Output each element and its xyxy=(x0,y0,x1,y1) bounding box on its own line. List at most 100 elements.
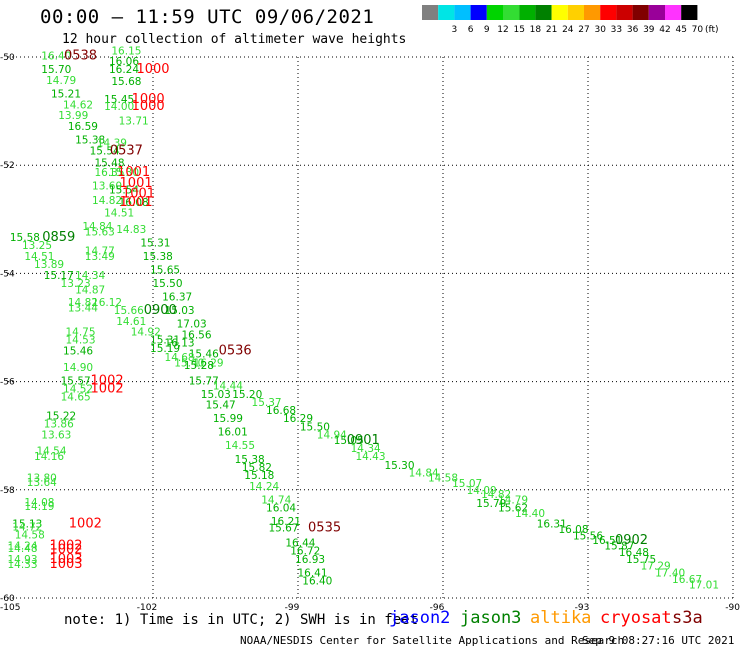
wave-height-label: 15.13 xyxy=(12,519,42,531)
pass-time-label: 1001 xyxy=(120,176,153,191)
pass-time-label: 1002 xyxy=(49,543,82,558)
wave-height-label: 13.89 xyxy=(34,259,64,271)
wave-height-label: 16.40 xyxy=(41,51,71,63)
legend-label: 9 xyxy=(484,25,490,35)
legend-label: 30 xyxy=(594,25,606,35)
wave-height-label: 14.82 xyxy=(92,195,122,207)
wave-height-label: 14.79 xyxy=(46,75,76,87)
pass-time-label: 1001 xyxy=(122,187,155,202)
legend-label: 24 xyxy=(562,25,574,35)
satellite-altika: altika xyxy=(530,608,592,628)
wave-height-label: 14.24 xyxy=(7,540,37,552)
wave-height-label: 15.56 xyxy=(573,531,603,543)
wave-height-label: 16.24 xyxy=(109,64,139,76)
footer-timestamp: Sep 9 08:27:16 UTC 2021 xyxy=(582,634,735,647)
pass-time-label: 1001 xyxy=(120,195,153,210)
pass-time-label: 1003 xyxy=(49,552,82,567)
pass-time-label: 0900 xyxy=(144,303,177,318)
wave-height-label: 14.94 xyxy=(317,429,347,441)
y-tick-label: -60 xyxy=(0,594,15,604)
legend-label: 39 xyxy=(643,25,655,35)
legend-label: 42 xyxy=(659,25,670,35)
wave-height-label: 15.47 xyxy=(206,400,236,412)
wave-height-label: 16.29 xyxy=(283,413,313,425)
wave-height-label: 15.46 xyxy=(189,348,219,360)
wave-height-label: 13.71 xyxy=(119,116,149,128)
wave-height-label: 15.82 xyxy=(242,462,272,474)
pass-time-label: 0535 xyxy=(308,520,341,535)
legend-swatch xyxy=(632,5,649,20)
wave-height-label: 14.40 xyxy=(515,508,545,520)
wave-height-label: 14.79 xyxy=(498,494,528,506)
wave-height-label: 16.31 xyxy=(537,519,567,531)
wave-height-label: 15.67 xyxy=(268,522,298,534)
legend-swatch xyxy=(665,5,682,20)
y-tick-label: -50 xyxy=(0,53,15,63)
wave-height-label: 15.05 xyxy=(334,435,364,447)
wave-height-label: 16.35 xyxy=(94,167,124,179)
wave-height-label: 15.66 xyxy=(114,305,144,317)
wave-height-label: 16.59 xyxy=(68,121,98,133)
wave-height-label: 16.44 xyxy=(285,538,315,550)
wave-height-label: 16.41 xyxy=(297,567,327,579)
wave-height-label: 16.12 xyxy=(92,297,122,309)
wave-height-label: 15.07 xyxy=(452,478,482,490)
wave-height-label: 13.49 xyxy=(85,251,115,263)
wave-height-label: 15.46 xyxy=(63,346,93,358)
wave-height-label: 15.57 xyxy=(61,375,91,387)
y-tick-label: -56 xyxy=(0,378,15,388)
wave-height-label: 16.51 xyxy=(592,535,622,547)
legend-swatch xyxy=(503,5,520,20)
wave-height-label: 16.67 xyxy=(672,574,702,586)
wave-height-label: 14.90 xyxy=(63,362,93,374)
wave-height-label: 15.50 xyxy=(152,278,182,290)
wave-height-label: 15.20 xyxy=(232,389,262,401)
legend-swatch xyxy=(422,5,439,20)
wave-height-label: 15.99 xyxy=(213,413,243,425)
wave-height-label: 17.40 xyxy=(655,567,685,579)
wave-height-label: 15.87 xyxy=(604,540,634,552)
wave-height-label: 14.72 xyxy=(12,521,42,533)
wave-height-label: 14.77 xyxy=(85,245,115,257)
wave-height-label: 14.61 xyxy=(116,316,146,328)
pass-time-label: 0536 xyxy=(219,344,252,359)
legend-label: 18 xyxy=(530,25,542,35)
y-tick-label: -52 xyxy=(0,161,15,171)
wave-height-label: 16.08 xyxy=(119,197,149,209)
y-tick-label: -58 xyxy=(0,486,15,496)
wave-height-label: 14.93 xyxy=(7,554,37,566)
wave-height-label: 17.01 xyxy=(689,579,719,591)
wave-height-label: 14.34 xyxy=(351,443,381,455)
footer-credit: NOAA/NESDIS Center for Satellite Applica… xyxy=(240,634,625,647)
wave-height-label: 15.28 xyxy=(184,360,214,372)
pass-time-label: 1000 xyxy=(132,92,165,107)
legend-label: 45 xyxy=(675,25,686,35)
satellite-cryosat: cryosat xyxy=(600,608,672,628)
legend-label: 70 xyxy=(692,25,704,35)
wave-height-label: 15.17 xyxy=(44,270,74,282)
wave-height-label: 15.30 xyxy=(384,460,414,472)
wave-height-label: 15.65 xyxy=(150,264,180,276)
legend-swatch xyxy=(486,5,503,20)
pass-time-label: 1000 xyxy=(132,99,165,114)
wave-height-label: 16.04 xyxy=(266,502,296,514)
wave-height-label: 14.92 xyxy=(131,327,161,339)
wave-height-label: 14.24 xyxy=(249,481,279,493)
wave-height-label: 15.21 xyxy=(51,89,81,101)
pass-time-label: 1002 xyxy=(91,373,124,388)
wave-height-label: 17.03 xyxy=(177,319,207,331)
pass-time-label: 1001 xyxy=(117,165,150,180)
wave-height-label: 14.82 xyxy=(481,489,511,501)
x-tick-label: -90 xyxy=(725,603,740,610)
color-legend: 3 6 9 12 15 18 21 24 27 30 33 36 39 42 45 70 (ft) xyxy=(422,5,719,35)
footnote: note: 1) Time is in UTC; 2) SWH is in fe… xyxy=(64,612,419,628)
wave-height-label: 14.34 xyxy=(75,270,105,282)
wave-height-label: 15.77 xyxy=(189,375,219,387)
wave-height-label: 13.99 xyxy=(58,110,88,122)
wave-height-label: 15.50 xyxy=(300,421,330,433)
wave-height-label: 15.18 xyxy=(244,470,274,482)
pass-time-label: 0901 xyxy=(347,433,380,448)
x-tick-label: -99 xyxy=(285,603,300,610)
wave-height-label: 16.48 xyxy=(619,547,649,559)
wave-height-label: 14.00 xyxy=(104,101,134,113)
